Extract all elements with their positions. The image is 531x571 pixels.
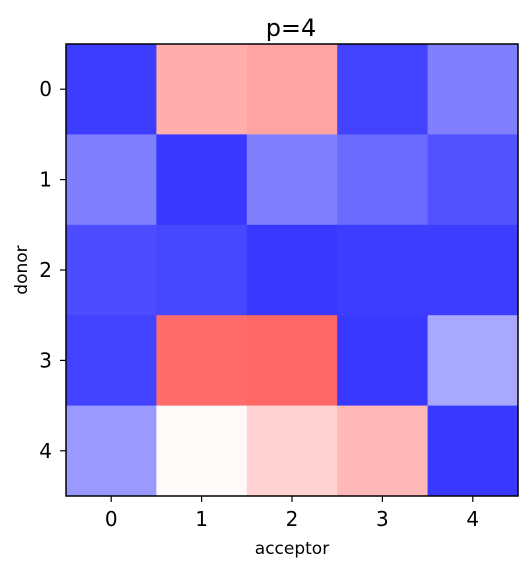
- y-tick-label: 4: [39, 439, 52, 463]
- heatmap-cell: [246, 315, 338, 407]
- heatmap-cell: [427, 315, 519, 407]
- x-tick-label: 0: [105, 507, 118, 531]
- x-axis-label: acceptor: [255, 539, 329, 559]
- y-tick-label: 3: [39, 348, 52, 372]
- heatmap-cell: [427, 224, 519, 316]
- x-tick-label: 3: [376, 507, 389, 531]
- heatmap-cell: [66, 134, 157, 226]
- heatmap-cell: [156, 405, 248, 497]
- x-tick-label: 1: [195, 507, 208, 531]
- heatmap-cell: [337, 224, 429, 316]
- heatmap-cell: [337, 315, 429, 407]
- heatmap-cell: [337, 44, 429, 135]
- heatmap-cell: [66, 405, 157, 497]
- heatmap-cell: [156, 224, 248, 316]
- heatmap-cell: [66, 315, 157, 407]
- heatmap-cell: [246, 134, 338, 226]
- heatmap-cell: [246, 224, 338, 316]
- y-tick-label: 2: [39, 258, 52, 282]
- chart-title: p=4: [266, 14, 317, 42]
- heatmap-cell: [337, 134, 429, 226]
- heatmap-cell: [156, 315, 248, 407]
- y-tick-label: 0: [39, 77, 52, 101]
- heatmap-cell: [246, 405, 338, 497]
- y-axis-label: donor: [12, 245, 32, 294]
- x-tick-label: 2: [286, 507, 299, 531]
- heatmap-cell: [156, 44, 248, 135]
- heatmap-cells: [66, 44, 519, 497]
- heatmap-cell: [156, 134, 248, 226]
- heatmap-cell: [66, 44, 157, 135]
- y-axis-ticks: 0 1 2 3 4: [39, 77, 66, 463]
- x-axis-ticks: 0 1 2 3 4: [105, 496, 479, 531]
- heatmap-cell: [66, 224, 157, 316]
- heatmap-cell: [427, 134, 519, 226]
- y-tick-label: 1: [39, 168, 52, 192]
- heatmap-cell: [427, 405, 519, 497]
- x-tick-label: 4: [466, 507, 479, 531]
- heatmap-cell: [427, 44, 519, 135]
- heatmap-cell: [246, 44, 338, 135]
- heatmap-cell: [337, 405, 429, 497]
